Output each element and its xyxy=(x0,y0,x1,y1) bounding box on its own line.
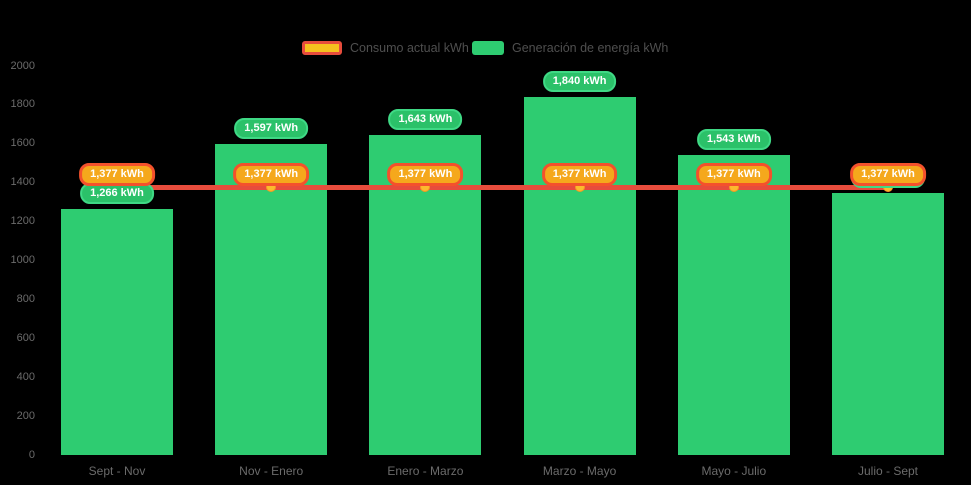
consumption-value-badge: 1,377 kWh xyxy=(387,163,464,187)
y-axis-tick-label: 800 xyxy=(16,292,35,305)
x-axis-category-label: Julio - Sept xyxy=(857,464,919,478)
consumption-value-badge: 1,377 kWh xyxy=(79,163,155,187)
x-axis-category-label: Sept - Nov xyxy=(88,464,146,478)
y-axis-tick-label: 600 xyxy=(16,331,35,344)
consumption-line xyxy=(117,184,888,190)
generation-value-badge: 1,543 kWh xyxy=(696,128,771,150)
generation-value-badge: 1,643 kWh xyxy=(388,109,463,131)
generation-value-badge: 1,597 kWh xyxy=(234,118,309,140)
y-axis-tick-label: 2000 xyxy=(10,59,35,72)
x-axis-category-label: Nov - Enero xyxy=(239,464,304,478)
generation-bar[interactable] xyxy=(523,97,636,455)
generation-bar[interactable] xyxy=(677,154,790,455)
x-axis-category-label: Marzo - Mayo xyxy=(542,464,617,478)
x-axis-category-label: Mayo - Julio xyxy=(701,464,767,478)
y-axis-tick-label: 1800 xyxy=(10,98,35,111)
generacion-swatch-icon xyxy=(472,41,504,55)
generation-value-badge: 1,266 kWh xyxy=(80,182,154,204)
consumption-value-badge: 1,377 kWh xyxy=(541,163,618,187)
generation-value-badge: 1,840 kWh xyxy=(542,71,617,93)
legend-item-generacion[interactable]: Generación de energía kWh xyxy=(472,41,668,55)
y-axis-tick-label: 1000 xyxy=(10,254,35,266)
chart-legend: Consumo actual kWh Generación de energía… xyxy=(0,0,971,60)
consumption-value-badge: 1,377 kWh xyxy=(850,163,926,187)
x-axis-category-label: Enero - Marzo xyxy=(387,464,464,478)
y-axis-tick-label: 0 xyxy=(28,448,35,461)
consumption-value-badge: 1,377 kWh xyxy=(695,163,772,187)
generation-bar[interactable] xyxy=(61,208,173,455)
y-axis-tick-label: 1400 xyxy=(10,176,35,189)
y-axis-tick-label: 400 xyxy=(16,370,35,383)
generation-bar[interactable] xyxy=(215,144,328,455)
y-axis-tick-label: 1200 xyxy=(10,215,35,228)
legend-item-consumo[interactable]: Consumo actual kWh xyxy=(302,41,469,55)
legend-label-consumo: Consumo actual kWh xyxy=(350,41,469,55)
generation-bar[interactable] xyxy=(832,193,944,455)
consumption-value-badge: 1,377 kWh xyxy=(233,163,310,187)
consumo-swatch-icon xyxy=(302,41,342,55)
legend-label-generacion: Generación de energía kWh xyxy=(512,41,669,55)
y-axis-tick-label: 200 xyxy=(16,409,35,422)
y-axis-tick-label: 1600 xyxy=(10,137,35,150)
